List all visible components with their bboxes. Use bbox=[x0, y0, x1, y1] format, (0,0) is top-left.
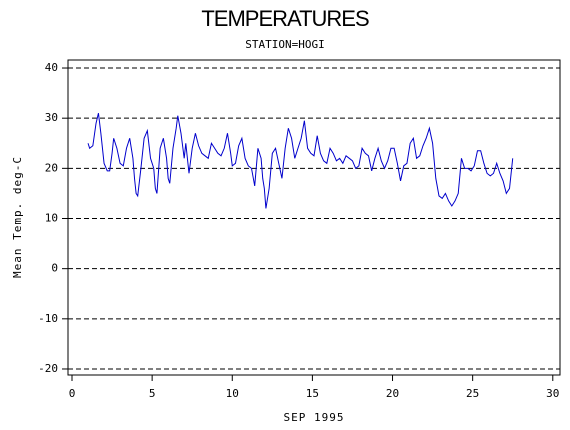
x-tick-label: 20 bbox=[386, 387, 399, 400]
y-axis-label: Mean Temp. deg-C bbox=[11, 156, 24, 278]
chart-title: TEMPERATURES bbox=[201, 6, 369, 31]
x-tick-label: 0 bbox=[69, 387, 76, 400]
y-tick-label: 40 bbox=[45, 61, 58, 74]
plot-frame bbox=[67, 59, 561, 376]
y-tick-label: -20 bbox=[38, 362, 58, 375]
y-tick-label: 10 bbox=[45, 212, 58, 225]
x-tick-label: 10 bbox=[226, 387, 239, 400]
x-axis-label: SEP 1995 bbox=[284, 411, 345, 424]
x-tick-label: 25 bbox=[466, 387, 479, 400]
y-tick-label: 30 bbox=[45, 111, 58, 124]
x-tick-label: 30 bbox=[546, 387, 559, 400]
line-series bbox=[87, 113, 514, 209]
y-tick-label: -10 bbox=[38, 312, 58, 325]
chart-subtitle: STATION=HOGI bbox=[245, 38, 324, 51]
y-tick-label: 20 bbox=[45, 161, 58, 174]
y-tick-label: 0 bbox=[51, 262, 58, 275]
x-tick-label: 5 bbox=[149, 387, 156, 400]
x-tick-label: 15 bbox=[306, 387, 319, 400]
